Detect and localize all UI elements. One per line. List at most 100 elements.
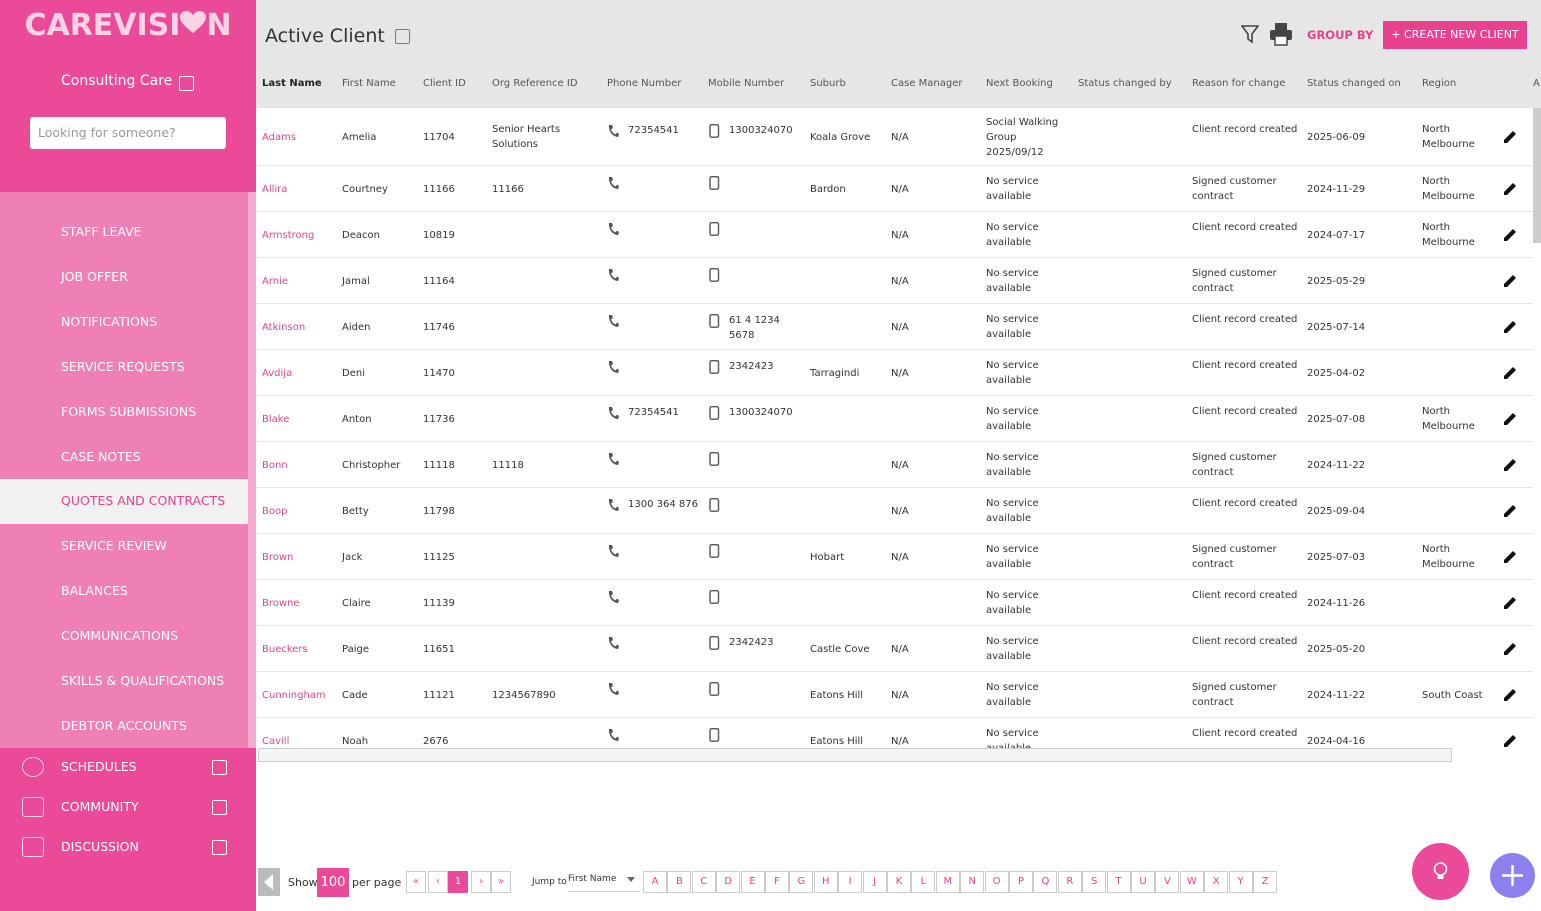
page-button[interactable]: ›	[471, 871, 491, 893]
cell[interactable]: Brown	[262, 551, 294, 563]
column-header[interactable]: Client ID	[423, 78, 466, 89]
mobile-icon[interactable]	[708, 635, 720, 650]
letter-filter[interactable]: D	[716, 871, 741, 893]
edit-button[interactable]	[1501, 548, 1519, 566]
edit-button[interactable]	[1501, 594, 1519, 612]
mobile-icon[interactable]	[708, 589, 720, 604]
letter-filter[interactable]: C	[691, 871, 716, 893]
phone-icon[interactable]	[607, 635, 619, 649]
column-header[interactable]: Phone Number	[607, 78, 682, 89]
column-header[interactable]: Region	[1422, 78, 1457, 89]
cell[interactable]: Cavill	[262, 735, 290, 747]
mobile-icon[interactable]	[708, 359, 720, 374]
search-input[interactable]: Looking for someone?	[30, 117, 226, 149]
letter-filter[interactable]: U	[1131, 871, 1155, 893]
column-header[interactable]: Case Manager	[891, 78, 963, 89]
letter-filter[interactable]: M	[935, 871, 960, 893]
column-header[interactable]: Org Reference ID	[492, 78, 578, 89]
section-toggle[interactable]	[212, 800, 227, 815]
mobile-icon[interactable]	[708, 681, 720, 696]
letter-filter[interactable]: L	[911, 871, 936, 893]
section-toggle[interactable]	[212, 840, 227, 855]
mobile-icon[interactable]	[708, 267, 720, 282]
menu-item[interactable]: SERVICE REQUESTS	[61, 358, 185, 374]
dropdown-toggle[interactable]	[179, 76, 194, 91]
letter-filter[interactable]: X	[1204, 871, 1229, 893]
edit-button[interactable]	[1501, 318, 1519, 336]
letter-filter[interactable]: S	[1082, 871, 1107, 893]
letter-filter[interactable]: K	[887, 871, 911, 893]
section-label[interactable]: DISCUSSION	[61, 839, 139, 854]
page-button[interactable]: ‹	[428, 871, 448, 893]
per-page-select[interactable]: 100	[317, 868, 349, 897]
organisation[interactable]: Consulting Care	[61, 73, 173, 89]
edit-button[interactable]	[1501, 502, 1519, 520]
cell[interactable]: Avdija	[262, 367, 293, 379]
menu-item[interactable]: JOB OFFER	[61, 268, 128, 284]
edit-button[interactable]	[1501, 410, 1519, 428]
edit-button[interactable]	[1501, 640, 1519, 658]
mobile-icon[interactable]	[708, 175, 720, 190]
phone-icon[interactable]	[607, 727, 619, 741]
section-label[interactable]: COMMUNITY	[61, 799, 139, 814]
page-button[interactable]: 1	[448, 871, 468, 893]
cell[interactable]: Browne	[262, 597, 300, 609]
edit-button[interactable]	[1501, 180, 1519, 198]
mobile-icon[interactable]	[708, 221, 720, 236]
menu-item[interactable]: DEBTOR ACCOUNTS	[61, 717, 187, 733]
letter-filter[interactable]: G	[789, 871, 814, 893]
menu-item[interactable]: BALANCES	[61, 583, 128, 599]
column-header[interactable]: Reason for change	[1192, 78, 1286, 89]
phone-icon[interactable]	[607, 267, 619, 281]
cell[interactable]: Arnie	[262, 275, 289, 287]
phone-icon[interactable]	[607, 175, 619, 189]
column-header[interactable]: Status changed on	[1307, 78, 1401, 89]
tips-button[interactable]	[1412, 843, 1469, 900]
cell[interactable]: Allira	[262, 183, 288, 195]
mobile-icon[interactable]	[708, 123, 720, 138]
cell[interactable]: Bonn	[262, 459, 288, 471]
mobile-icon[interactable]	[708, 543, 720, 558]
add-button[interactable]	[1490, 853, 1535, 898]
letter-filter[interactable]: A	[643, 871, 667, 893]
menu-item[interactable]: CASE NOTES	[61, 448, 141, 464]
cell[interactable]: Armstrong	[262, 229, 315, 241]
mobile-icon[interactable]	[708, 405, 720, 420]
section-toggle[interactable]	[212, 760, 227, 775]
cell[interactable]: Blake	[262, 413, 290, 425]
phone-icon[interactable]	[607, 451, 619, 465]
column-header[interactable]: A	[1533, 78, 1540, 89]
phone-icon[interactable]	[607, 313, 619, 327]
phone-icon[interactable]	[607, 405, 619, 419]
letter-filter[interactable]: T	[1106, 871, 1131, 893]
letter-filter[interactable]: P	[1009, 871, 1033, 893]
letter-filter[interactable]: F	[765, 871, 789, 893]
menu-item[interactable]: COMMUNICATIONS	[61, 628, 179, 644]
mobile-icon[interactable]	[708, 727, 720, 742]
edit-button[interactable]	[1501, 686, 1519, 704]
letter-filter[interactable]: Y	[1228, 871, 1253, 893]
menu-item[interactable]: QUOTES AND CONTRACTS	[61, 493, 226, 509]
menu-item[interactable]: SKILLS & QUALIFICATIONS	[61, 673, 225, 688]
cell[interactable]: Adams	[262, 131, 297, 143]
column-header[interactable]: Next Booking	[986, 78, 1053, 89]
edit-button[interactable]	[1501, 128, 1519, 146]
cell[interactable]: Bueckers	[262, 643, 308, 655]
edit-button[interactable]	[1501, 226, 1519, 244]
page-button[interactable]: «	[406, 871, 426, 893]
letter-filter[interactable]: Q	[1033, 871, 1058, 893]
phone-icon[interactable]	[607, 123, 619, 137]
phone-icon[interactable]	[607, 359, 619, 373]
group-by[interactable]: GROUP BY	[1307, 28, 1374, 42]
menu-item[interactable]: STAFF LEAVE	[61, 224, 142, 239]
letter-filter[interactable]: R	[1057, 871, 1082, 893]
column-header[interactable]: Last Name	[262, 78, 322, 89]
jump-select[interactable]: First Name	[568, 870, 640, 892]
letter-filter[interactable]: B	[667, 871, 692, 893]
column-header[interactable]: Mobile Number	[708, 78, 785, 89]
column-header[interactable]: Suburb	[810, 78, 846, 89]
phone-icon[interactable]	[607, 221, 619, 235]
section-label[interactable]: SCHEDULES	[61, 759, 137, 774]
letter-filter[interactable]: J	[862, 871, 887, 893]
print-icon[interactable]	[1269, 22, 1293, 46]
